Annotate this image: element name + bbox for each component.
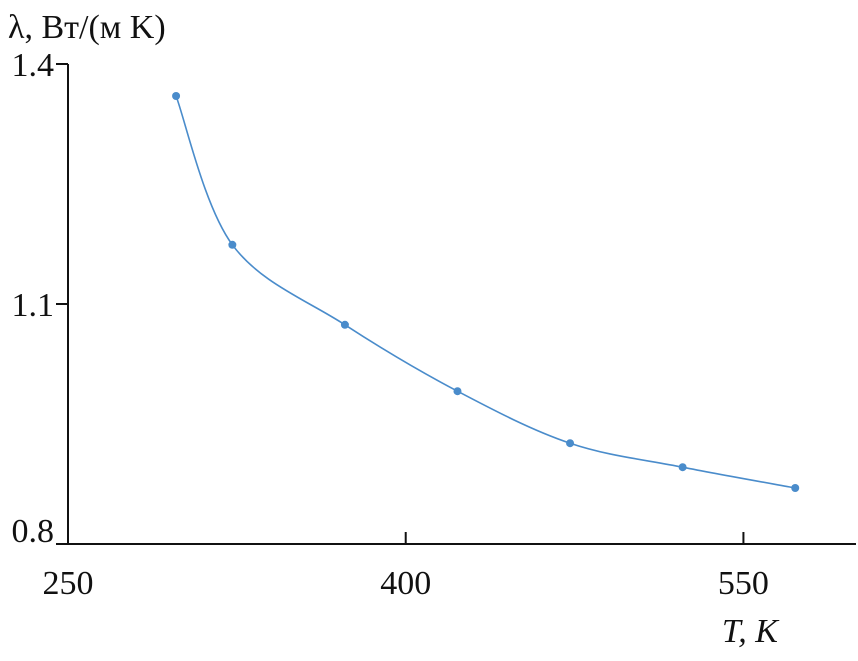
data-point	[678, 463, 687, 472]
y-tick-label: 1.4	[12, 47, 55, 84]
data-point	[228, 240, 237, 249]
data-point	[172, 92, 181, 100]
data-point	[340, 320, 349, 329]
x-tick-label: 550	[718, 565, 769, 602]
data-point	[791, 484, 800, 492]
y-tick-label: 1.1	[12, 287, 55, 324]
x-axis-label: T, K	[722, 613, 780, 650]
y-tick-label: 0.8	[12, 513, 55, 550]
x-tick-label: 400	[380, 565, 431, 602]
y-axis-label: λ, Вт/(м K)	[8, 9, 166, 46]
data-point	[566, 439, 575, 448]
data-line	[175, 95, 796, 489]
data-point	[453, 387, 462, 396]
x-tick-label: 250	[43, 565, 94, 602]
